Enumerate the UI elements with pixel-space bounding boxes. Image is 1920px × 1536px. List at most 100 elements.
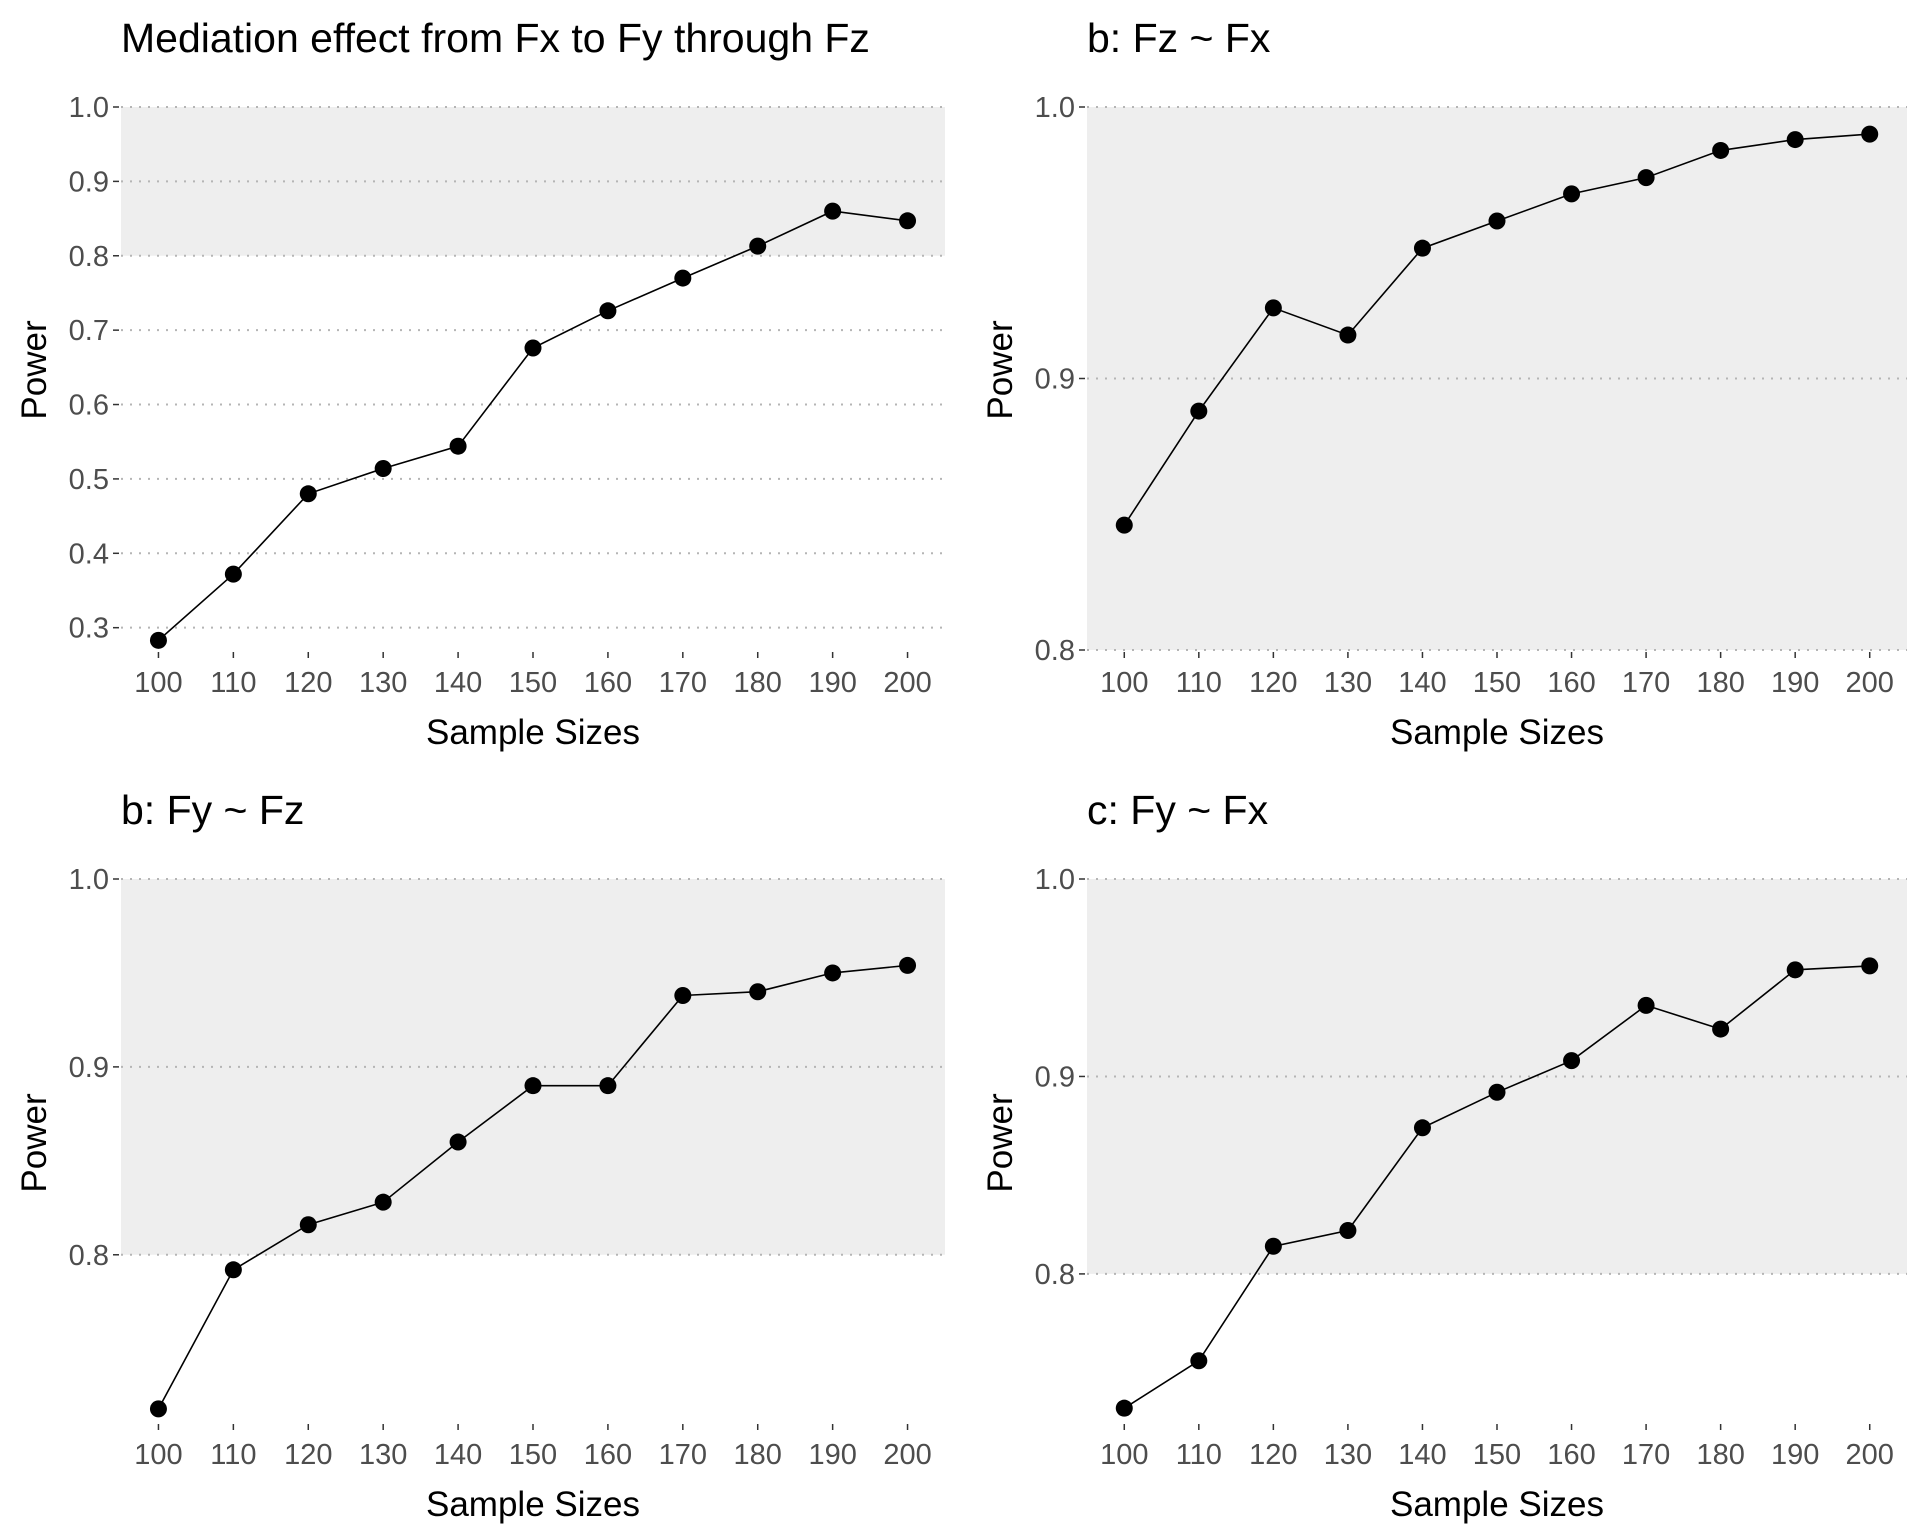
data-point: [1712, 1020, 1730, 1038]
y-tick-label: 0.8: [1035, 635, 1075, 667]
data-point: [149, 631, 167, 649]
panel-mediation: Mediation effect from Fx to Fy through F…: [15, 15, 945, 752]
x-tick-label: 130: [1324, 667, 1372, 699]
data-point: [824, 202, 842, 220]
x-tick-label: 140: [434, 1439, 482, 1471]
x-tick-label: 120: [284, 1439, 332, 1471]
data-point: [224, 1261, 242, 1279]
y-tick-label: 0.3: [69, 613, 109, 645]
x-tick-label: 150: [509, 1439, 557, 1471]
y-tick-label: 0.6: [69, 390, 109, 422]
data-point: [299, 1216, 317, 1234]
data-point: [1861, 957, 1879, 975]
data-point: [1115, 516, 1133, 534]
x-tick-label: 110: [210, 667, 256, 699]
data-point: [599, 1077, 617, 1095]
panel-fy-fx: c: Fy ~ Fx Power Sample Sizes 0.8 0.9 1.0 1…: [981, 787, 1907, 1524]
x-tick-label: 160: [584, 667, 632, 699]
x-tick-label: 180: [1696, 667, 1744, 699]
data-point: [1339, 326, 1357, 344]
x-tick-label: 200: [883, 1439, 931, 1471]
data-point: [824, 964, 842, 982]
data-point: [1712, 141, 1730, 159]
x-tick-label: 140: [1398, 1439, 1446, 1471]
x-tick-label: 110: [1176, 667, 1222, 699]
x-tick-label: 120: [1249, 1439, 1297, 1471]
x-tick-label: 160: [1547, 1439, 1595, 1471]
panel-title: b: Fz ~ Fx: [1087, 15, 1271, 61]
data-point: [1786, 131, 1804, 149]
panel-title: Mediation effect from Fx to Fy through F…: [121, 15, 870, 61]
x-tick-label: 130: [359, 1439, 407, 1471]
y-tick-label: 0.9: [1035, 364, 1075, 396]
panel-fy-fz: b: Fy ~ Fz Power Sample Sizes 0.8 0.9 1.0 1…: [15, 787, 945, 1524]
data-point: [1488, 1083, 1506, 1101]
x-tick-label: 150: [509, 667, 557, 699]
x-tick-label: 200: [883, 667, 931, 699]
data-point: [1190, 1352, 1208, 1370]
data-point: [1190, 402, 1208, 420]
y-tick-label: 0.9: [1035, 1061, 1075, 1093]
shaded-band: [121, 107, 945, 256]
data-point: [374, 460, 392, 478]
x-axis-title: Sample Sizes: [1390, 713, 1604, 752]
plot-area: 0.3 0.4 0.5 0.6 0.7 0.8 0.9 1.0 100 110 120 130 140 1…: [69, 92, 945, 699]
x-tick-label: 180: [1696, 1439, 1744, 1471]
shaded-band: [1087, 107, 1907, 650]
x-tick-label: 100: [1100, 1439, 1148, 1471]
y-axis-title: Power: [15, 320, 54, 420]
y-axis-title: Power: [15, 1093, 54, 1193]
y-tick-label: 1.0: [69, 92, 109, 124]
x-tick-label: 150: [1473, 667, 1521, 699]
data-point: [1339, 1221, 1357, 1239]
x-tick-label: 190: [1771, 1439, 1819, 1471]
y-tick-label: 0.5: [69, 464, 109, 496]
y-tick-label: 0.9: [69, 1052, 109, 1084]
data-point: [1115, 1399, 1133, 1417]
x-tick-label: 160: [584, 1439, 632, 1471]
data-point: [1637, 996, 1655, 1014]
panel-title: b: Fy ~ Fz: [121, 787, 304, 833]
y-tick-label: 0.9: [69, 166, 109, 198]
series-line: [157, 210, 908, 641]
data-point: [224, 565, 242, 583]
data-point: [674, 986, 692, 1004]
x-tick-label: 180: [734, 1439, 782, 1471]
x-tick-label: 150: [1473, 1439, 1521, 1471]
panel-fz-fx: b: Fz ~ Fx Power Sample Sizes 0.8 0.9 1.0 1…: [981, 15, 1907, 752]
data-point: [524, 339, 542, 357]
data-point: [524, 1077, 542, 1095]
x-tick-label: 190: [808, 1439, 856, 1471]
shaded-band: [121, 879, 945, 1255]
x-tick-label: 170: [659, 1439, 707, 1471]
data-point: [1488, 212, 1506, 230]
x-tick-label: 140: [434, 667, 482, 699]
x-tick-label: 190: [1771, 667, 1819, 699]
x-tick-label: 100: [134, 667, 182, 699]
data-point: [1786, 961, 1804, 979]
x-tick-label: 190: [808, 667, 856, 699]
data-point: [449, 1133, 467, 1151]
y-tick-label: 0.7: [69, 315, 109, 347]
x-tick-label: 200: [1846, 1439, 1894, 1471]
data-point: [374, 1193, 392, 1211]
panel-title: c: Fy ~ Fx: [1087, 787, 1269, 833]
y-tick-label: 1.0: [1035, 864, 1075, 896]
plot-area: 0.8 0.9 1.0 100 110 120 130 140 150 160 170 180 190 2…: [1035, 864, 1907, 1471]
shaded-band: [1087, 879, 1907, 1274]
x-axis-title: Sample Sizes: [426, 713, 640, 752]
plot-area: 0.8 0.9 1.0 100 110 120 130 140 150 160 170 180 190 2…: [69, 864, 945, 1471]
x-tick-label: 110: [1176, 1439, 1222, 1471]
data-point: [1861, 125, 1879, 143]
data-point: [899, 956, 917, 974]
y-tick-label: 0.4: [69, 538, 109, 570]
x-tick-label: 120: [1249, 667, 1297, 699]
x-tick-label: 110: [210, 1439, 256, 1471]
x-tick-label: 170: [1622, 667, 1670, 699]
y-tick-label: 1.0: [69, 864, 109, 896]
x-tick-label: 180: [734, 667, 782, 699]
data-point: [899, 212, 917, 230]
y-axis-title: Power: [981, 320, 1020, 420]
data-point: [1413, 1119, 1431, 1137]
